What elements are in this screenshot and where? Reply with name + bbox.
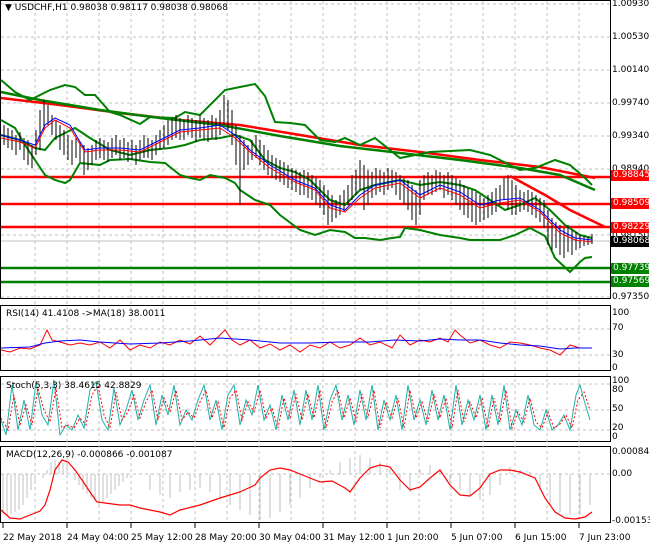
- price-tick: 1.00930: [612, 0, 650, 9]
- mid-ma-line: [0, 90, 596, 192]
- price-tick: 0.97350: [612, 292, 650, 302]
- time-label: 24 May 04:00: [67, 533, 129, 543]
- bollinger-lower: [0, 119, 593, 274]
- macd-panel-frame: [0, 446, 611, 523]
- triangle-down-icon[interactable]: ▼: [5, 3, 12, 13]
- price-tick: 1.00140: [612, 65, 650, 75]
- macd-histogram: [2, 455, 591, 520]
- stoch-tick: 0: [612, 432, 618, 442]
- resistance-tag-1: 0.98845: [611, 170, 650, 181]
- time-label: 7 Jun 23:00: [579, 533, 631, 543]
- stoch-signal-line: [0, 383, 591, 432]
- main-panel-frame: [0, 0, 611, 299]
- rsi-line: [0, 328, 592, 356]
- time-label: 30 May 04:00: [259, 533, 321, 543]
- price-tick: 0.98940: [612, 164, 650, 174]
- rsi-title: RSI(14) 41.4108 ->MA(18) 38.0011: [6, 309, 166, 319]
- stoch-tick: 80: [612, 385, 624, 395]
- stoch-tick: 100: [612, 376, 630, 386]
- stoch-title: Stoch(5,3,3) 38.4615 42.8829: [6, 381, 142, 391]
- time-label: 28 May 20:00: [195, 533, 257, 543]
- stoch-panel-frame: [0, 376, 611, 442]
- bollinger-mid: [0, 126, 593, 239]
- macd-tick: 0.000843: [612, 447, 650, 457]
- macd-signal-line: [0, 459, 593, 520]
- rsi-tick: 70: [612, 323, 624, 333]
- time-label: 1 Jun 20:00: [387, 533, 439, 543]
- support-tag-2: 0.97569: [611, 276, 650, 287]
- time-label: 31 May 12:00: [323, 533, 385, 543]
- macd-tick: 0.00: [612, 469, 633, 479]
- bollinger-upper: [0, 79, 593, 186]
- time-label: 5 Jun 07:00: [451, 533, 503, 543]
- price-tick: 1.00530: [612, 32, 650, 42]
- rsi-tick: 0: [612, 363, 618, 373]
- rsi-ma-line: [0, 337, 592, 350]
- stoch-tick: 20: [612, 423, 624, 433]
- stoch-tick: 50: [612, 404, 624, 414]
- macd-title: MACD(12,26,9) -0.000866 -0.001087: [6, 450, 173, 460]
- resistance-tag-3: 0.98229: [611, 222, 650, 233]
- time-label: 6 Jun 15:00: [515, 533, 567, 543]
- current-price-tag: 0.98068: [611, 236, 650, 247]
- price-tick: 0.99340: [612, 131, 650, 141]
- support-tag-1: 0.97739: [611, 263, 650, 274]
- fast-ma-red: [0, 119, 593, 243]
- macd-tick: -0.001533: [612, 516, 650, 526]
- trendline: [509, 174, 606, 229]
- rsi-panel-frame: [0, 305, 611, 371]
- rsi-tick: 30: [612, 350, 624, 360]
- fast-ma-blue: [0, 117, 593, 241]
- time-label: 22 May 2018: [3, 533, 62, 543]
- symbol-title: USDCHF,H1: [14, 3, 68, 13]
- stoch-main-line: [0, 379, 591, 437]
- resistance-tag-2: 0.98509: [611, 198, 650, 209]
- time-label: 25 May 12:00: [131, 533, 193, 543]
- rsi-tick: 100: [612, 308, 630, 318]
- chart-title: ▼ USDCHF,H1 0.98038 0.98117 0.98038 0.98…: [5, 3, 228, 13]
- ohlc-values: 0.98038 0.98117 0.98038 0.98068: [70, 3, 228, 13]
- price-tick: 0.99740: [612, 98, 650, 108]
